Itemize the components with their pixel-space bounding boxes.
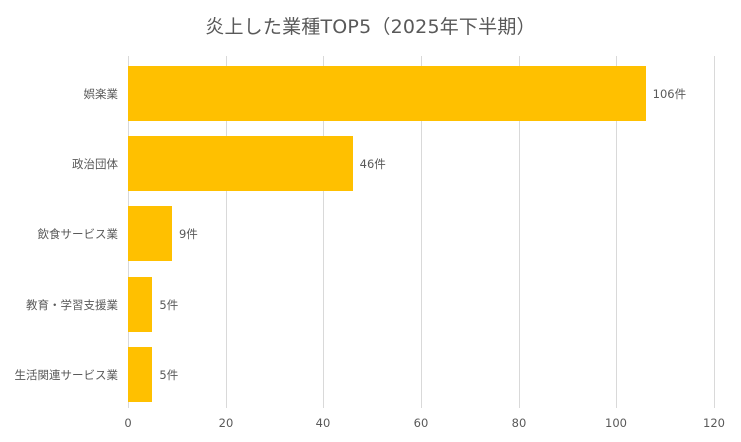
value-label: 9件 <box>178 227 198 241</box>
value-label: 106件 <box>652 87 687 101</box>
gridline-40 <box>323 56 324 408</box>
gridline-100 <box>616 56 617 408</box>
category-label: 娯楽業 <box>83 87 119 101</box>
value-label: 5件 <box>159 298 179 312</box>
category-label: 飲食サービス業 <box>37 227 119 241</box>
category-label: 生活関連サービス業 <box>14 368 119 382</box>
x-tick: 120 <box>703 416 725 430</box>
category-label: 政治団体 <box>72 157 118 171</box>
x-tick: 100 <box>605 416 627 430</box>
gridline-60 <box>421 56 422 408</box>
x-tick: 80 <box>511 416 527 430</box>
x-tick: 0 <box>124 416 132 430</box>
gridline-80 <box>519 56 520 408</box>
value-label: 5件 <box>159 368 179 382</box>
gridline-120 <box>714 56 715 408</box>
bar-lifestyle-service <box>128 347 153 402</box>
x-tick: 20 <box>218 416 234 430</box>
bar-entertainment <box>128 66 646 121</box>
bar-education <box>128 277 153 332</box>
x-tick: 60 <box>413 416 429 430</box>
chart-title: 炎上した業種TOP5（2025年下半期） <box>205 16 536 38</box>
bar-political <box>128 136 353 191</box>
x-tick: 40 <box>315 416 331 430</box>
gridline-20 <box>226 56 227 408</box>
category-label: 教育・学習支援業 <box>26 298 118 312</box>
plot-area: 106件 46件 9件 5件 5件 <box>128 56 715 408</box>
bar-food-service <box>128 206 172 261</box>
value-label: 46件 <box>359 157 386 171</box>
